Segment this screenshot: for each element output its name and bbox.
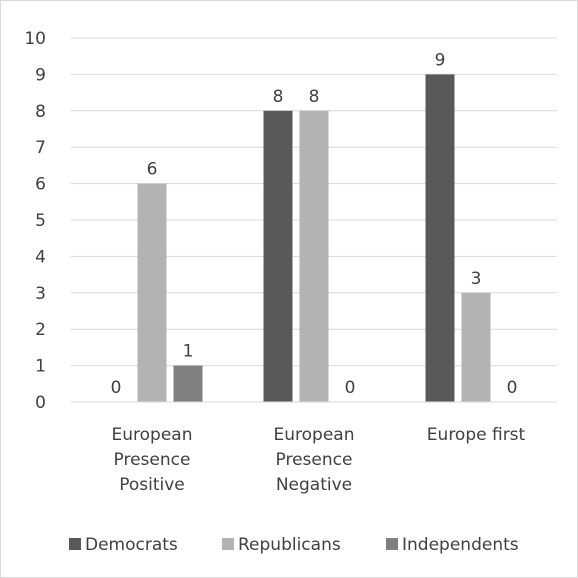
legend-swatch-democrats [69, 538, 81, 550]
y-tick-label: 9 [35, 65, 46, 85]
bar-democrats-2 [425, 74, 455, 403]
data-label: 8 [309, 87, 320, 107]
y-tick-label: 3 [35, 284, 46, 304]
y-tick-label: 6 [35, 175, 46, 195]
category-label: European [112, 425, 193, 445]
category-label: Presence [114, 450, 191, 470]
legend-label-democrats: Democrats [85, 535, 178, 555]
data-label: 8 [273, 87, 284, 107]
category-label: Presence [276, 450, 353, 470]
y-axis-ticks: 0 1 2 3 4 5 6 7 8 9 10 [24, 29, 46, 413]
legend-label-independents: Independents [402, 535, 519, 555]
data-label: 0 [111, 378, 122, 398]
data-labels: 0 6 1 8 8 0 9 3 0 [111, 50, 518, 398]
data-label: 6 [147, 160, 158, 180]
legend: Democrats Republicans Independents [69, 535, 519, 555]
legend-swatch-republicans [222, 538, 234, 550]
data-label: 1 [183, 342, 194, 362]
y-tick-label: 10 [24, 29, 46, 49]
data-label: 3 [471, 269, 482, 289]
data-label: 0 [345, 378, 356, 398]
bar-democrats-1 [263, 110, 293, 403]
y-tick-label: 1 [35, 357, 46, 377]
data-label: 0 [507, 378, 518, 398]
bars [137, 74, 491, 403]
y-tick-label: 0 [35, 393, 46, 413]
legend-label-republicans: Republicans [238, 535, 341, 555]
category-label: European [274, 425, 355, 445]
category-label: Europe first [427, 425, 526, 445]
y-tick-label: 7 [35, 138, 46, 158]
category-label: Positive [119, 475, 185, 495]
bar-republicans-0 [137, 183, 167, 402]
category-label: Negative [276, 475, 352, 495]
category-labels: European Presence Positive European Presence… [112, 425, 526, 495]
bar-republicans-2 [461, 292, 491, 402]
bar-independents-0 [173, 365, 203, 402]
data-label: 9 [435, 50, 446, 70]
bar-republicans-1 [299, 110, 329, 403]
y-tick-label: 2 [35, 320, 46, 340]
legend-swatch-independents [386, 538, 398, 550]
y-tick-label: 8 [35, 102, 46, 122]
y-tick-label: 5 [35, 211, 46, 231]
y-tick-label: 4 [35, 247, 46, 267]
